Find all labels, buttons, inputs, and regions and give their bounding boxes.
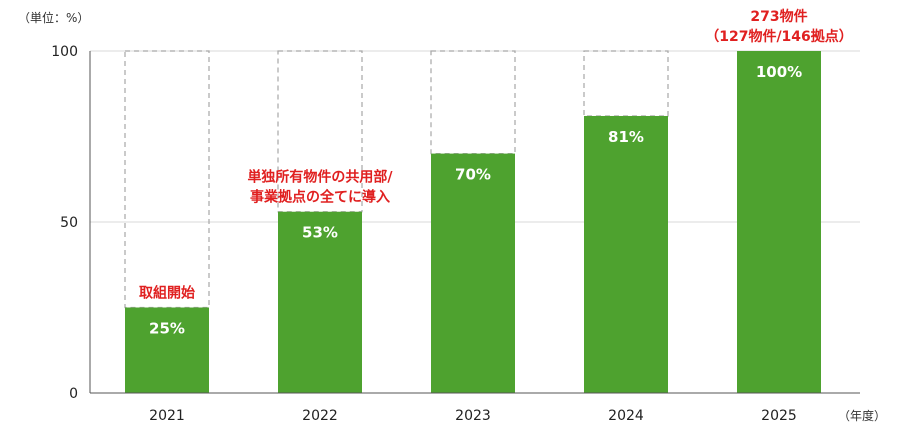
x-tick-label: 2021	[149, 408, 185, 424]
annotation-text: （127物件/146拠点）	[705, 28, 853, 45]
target-outline	[583, 50, 669, 117]
annotation-text: 取組開始	[139, 285, 195, 302]
bar-value-label: 100%	[756, 63, 802, 81]
annotation-text: 事業拠点の全てに導入	[250, 189, 390, 206]
annotation-text: 273物件	[750, 8, 807, 25]
bar-value-label: 70%	[455, 166, 491, 184]
bar-2022	[278, 211, 362, 393]
annotation-text: 単独所有物件の共用部/	[247, 169, 393, 186]
y-tick-label: 0	[69, 386, 78, 402]
bar-2025	[737, 51, 821, 393]
bar-2024	[584, 115, 668, 393]
x-axis-unit-label: （年度）	[838, 408, 886, 423]
x-tick-label: 2024	[608, 408, 644, 424]
bar-value-label: 81%	[608, 128, 644, 146]
target-outline	[277, 50, 363, 213]
y-tick-label: 50	[60, 215, 78, 231]
bar-value-label: 53%	[302, 224, 338, 242]
y-tick-label: 100	[51, 44, 78, 60]
target-outline	[430, 50, 516, 155]
bar-2023	[431, 153, 515, 393]
x-tick-label: 2025	[761, 408, 797, 424]
y-axis-unit-label: （単位：%）	[18, 10, 89, 25]
x-tick-label: 2022	[302, 408, 338, 424]
x-tick-label: 2023	[455, 408, 491, 424]
target-outline	[124, 50, 210, 309]
bar-2021	[125, 307, 209, 393]
labels: 0 50 100 25% 2021 53% 2022 70% 2023 81% 2024 100% 20…	[51, 8, 853, 424]
bars	[125, 51, 821, 393]
axes	[89, 51, 860, 394]
bar-value-label: 25%	[149, 320, 185, 338]
